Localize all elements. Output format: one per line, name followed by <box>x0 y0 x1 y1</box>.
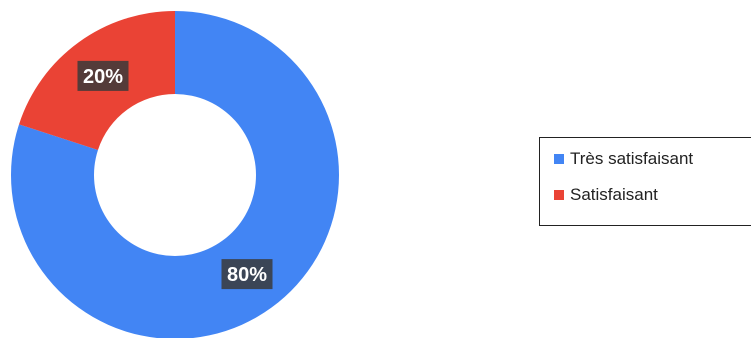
data-label-background <box>221 259 273 290</box>
data-label-background <box>77 60 129 91</box>
legend-label-satisfaisant: Satisfaisant <box>570 185 658 204</box>
legend-swatch-tres-satisfaisant <box>554 154 564 164</box>
data-label-tres-satisfaisant: 80% <box>221 259 273 290</box>
data-label-text: 80% <box>227 264 267 286</box>
donut-slice-tres-satisfaisant[interactable] <box>11 11 339 338</box>
donut-slices <box>11 11 339 338</box>
legend-label-tres-satisfaisant: Très satisfaisant <box>570 149 694 168</box>
legend-item-tres-satisfaisant[interactable]: Très satisfaisant <box>554 149 693 169</box>
data-label-text: 20% <box>83 66 123 88</box>
data-label-satisfaisant: 20% <box>77 60 129 91</box>
legend-swatch-satisfaisant <box>554 190 564 200</box>
data-labels: 80% 20% <box>77 60 273 290</box>
chart-legend: Très satisfaisant Satisfaisant <box>539 137 751 226</box>
legend-item-satisfaisant[interactable]: Satisfaisant <box>554 185 658 205</box>
